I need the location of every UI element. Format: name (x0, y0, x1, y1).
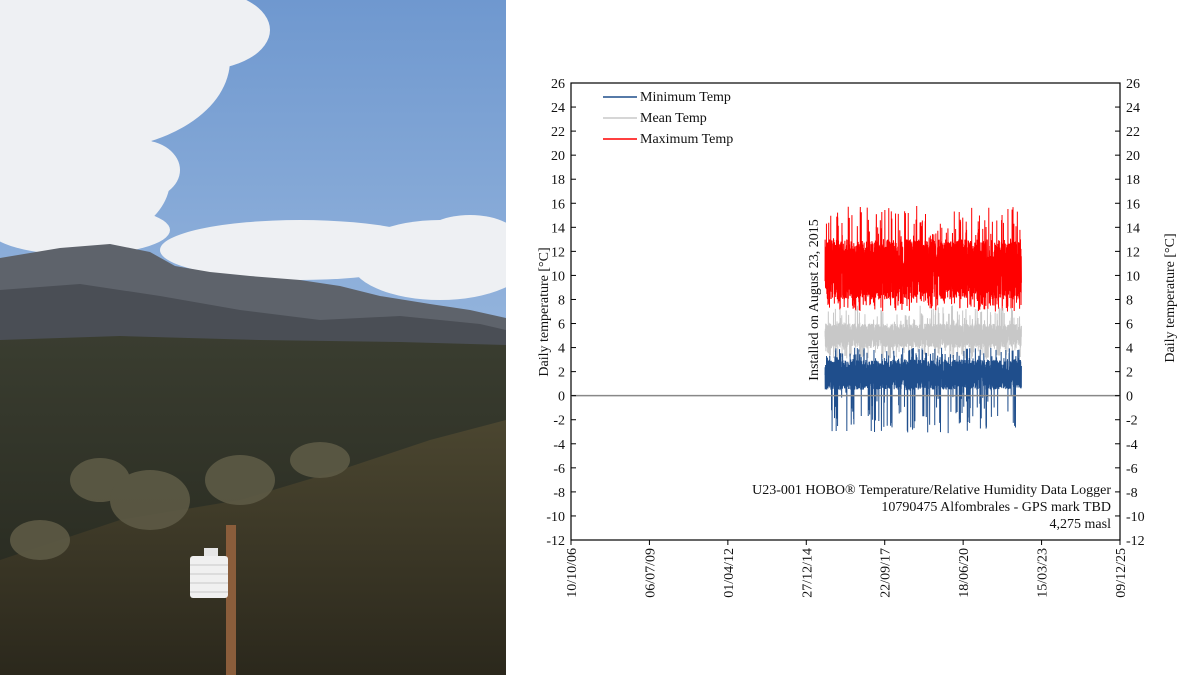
shrubs (10, 442, 350, 560)
y-tick-label-right: 6 (1126, 318, 1133, 333)
y-tick-label-left: 24 (551, 101, 565, 116)
y-tick-label-left: 10 (551, 269, 565, 284)
y-tick-label-left: 8 (558, 293, 565, 308)
x-tick-label: 06/07/09 (643, 548, 658, 598)
x-tick-label: 22/09/17 (879, 548, 894, 598)
y-tick-label-right: -12 (1126, 534, 1145, 549)
y-axis-right-title: Daily temperature [°C] (1163, 233, 1178, 362)
y-tick-label-right: 20 (1126, 149, 1140, 164)
y-tick-label-right: 22 (1126, 125, 1140, 140)
y-tick-label-left: 2 (558, 366, 565, 381)
y-tick-label-right: -2 (1126, 414, 1138, 429)
y-tick-label-right: -10 (1126, 510, 1145, 525)
y-tick-label-right: 12 (1126, 245, 1140, 260)
y-tick-label-right: 24 (1126, 101, 1140, 116)
y-tick-label-right: 0 (1126, 390, 1133, 405)
install-annotation: Installed on August 23, 2015 (807, 219, 822, 380)
x-tick-label: 01/04/12 (722, 548, 737, 598)
radiation-shield (190, 548, 228, 598)
y-tick-label-left: 22 (551, 125, 565, 140)
y-tick-label-right: 14 (1126, 221, 1140, 236)
temperature-chart: -12 -10 -8 -6 -4 -2 0 2 4 6 8 10 12 14 16 18 20 22 24 26 -1… (506, 0, 1200, 675)
y-tick-label-right: 8 (1126, 293, 1133, 308)
y-axis-left-title: Daily temperature [°C] (537, 247, 552, 376)
legend: Minimum Temp Mean Temp Maximum Temp (603, 90, 733, 147)
y-tick-label-right: 18 (1126, 173, 1140, 188)
series-line-maximum-temp (824, 206, 1022, 312)
landscape-photo (0, 0, 506, 675)
y-tick-label-left: 0 (558, 390, 565, 405)
y-tick-label-right: 26 (1126, 77, 1140, 92)
legend-label-mean: Mean Temp (640, 111, 707, 126)
y-tick-label-left: -10 (546, 510, 565, 525)
wooden-post (226, 525, 236, 675)
y-tick-label-left: 20 (551, 149, 565, 164)
x-tick-label: 27/12/14 (800, 548, 815, 598)
y-tick-label-left: -8 (553, 486, 565, 501)
y-tick-label-left: -4 (553, 438, 565, 453)
y-tick-label-left: 18 (551, 173, 565, 188)
y-tick-label-right: -8 (1126, 486, 1138, 501)
y-tick-label-right: 16 (1126, 197, 1140, 212)
y-tick-label-left: 16 (551, 197, 565, 212)
legend-label-maximum: Maximum Temp (640, 132, 733, 147)
y-tick-label-right: 2 (1126, 366, 1133, 381)
y-tick-label-left: -6 (553, 462, 565, 477)
landscape-photo-drawing (0, 0, 506, 675)
y-tick-label-right: 4 (1126, 342, 1133, 357)
y-tick-label-left: 14 (551, 221, 565, 236)
x-tick-label: 15/03/23 (1036, 548, 1051, 598)
y-tick-label-right: -6 (1126, 462, 1138, 477)
y-tick-label-left: 12 (551, 245, 565, 260)
y-tick-label-left: -2 (553, 414, 565, 429)
y-tick-label-right: 10 (1126, 269, 1140, 284)
logger-note: U23-001 HOBO® Temperature/Relative Humid… (752, 483, 1111, 532)
x-tick-label: 18/06/20 (957, 548, 972, 598)
foreground-grass (0, 420, 506, 675)
y-tick-label-left: 4 (558, 342, 565, 357)
series-line-mean-temp (824, 305, 1022, 360)
y-tick-label-left: -12 (546, 534, 565, 549)
x-tick-label: 10/10/06 (565, 548, 580, 598)
clouds (0, 0, 506, 300)
logger-note-line-2: 10790475 Alfombrales - GPS mark TBD (881, 500, 1111, 515)
series-line-minimum-temp (824, 347, 1022, 434)
x-axis: 10/10/06 06/07/09 01/04/12 27/12/14 22/09/17… (565, 540, 1129, 598)
y-tick-label-left: 26 (551, 77, 565, 92)
legend-label-minimum: Minimum Temp (640, 90, 731, 105)
x-tick-label: 09/12/25 (1114, 548, 1129, 598)
plot-area (570, 82, 1121, 541)
y-tick-label-left: 6 (558, 318, 565, 333)
logger-note-line-1: U23-001 HOBO® Temperature/Relative Humid… (752, 483, 1111, 498)
y-tick-label-right: -4 (1126, 438, 1138, 453)
logger-note-line-3: 4,275 masl (1050, 517, 1112, 532)
series-layer (824, 206, 1022, 434)
